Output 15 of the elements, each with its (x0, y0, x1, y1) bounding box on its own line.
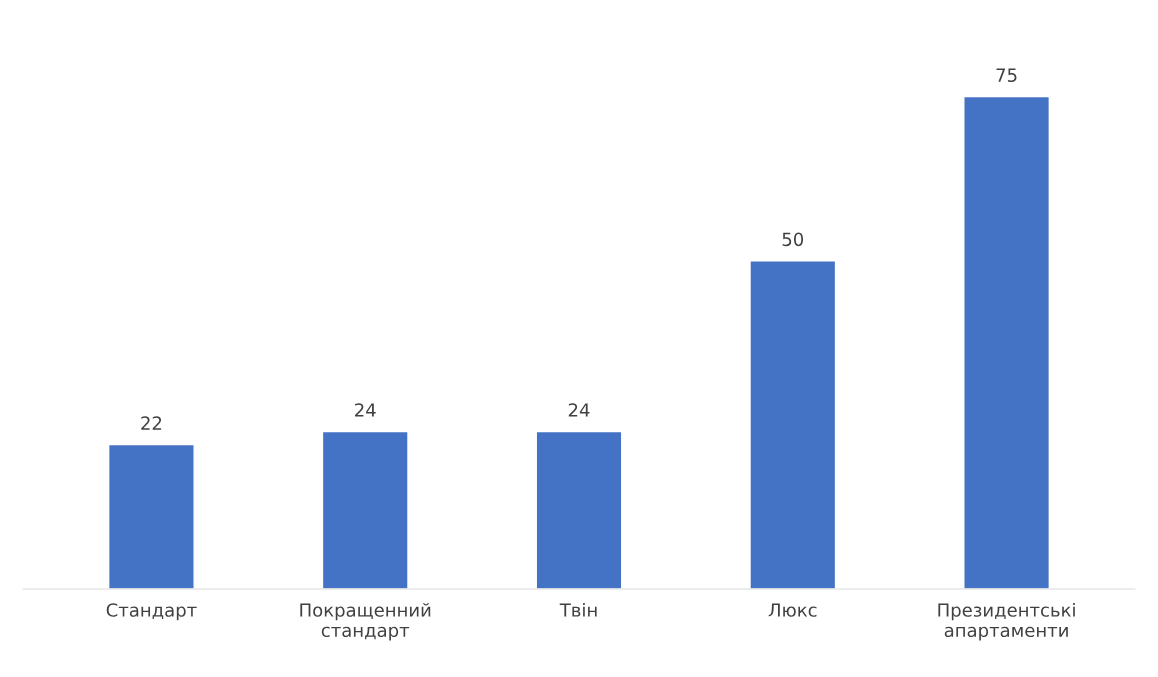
x-tick-label: Стандарт (106, 603, 197, 621)
data-label: 24 (355, 403, 376, 417)
data-label: 22 (141, 416, 162, 430)
x-tick-label: Президентські апартаменти (938, 602, 1075, 641)
bar (321, 430, 409, 589)
bar (107, 443, 195, 589)
data-label: 24 (568, 403, 590, 417)
x-tick-label: Покращенний стандарт (300, 602, 431, 641)
bar (963, 95, 1051, 589)
data-label: 50 (782, 232, 804, 247)
data-label: 75 (996, 68, 1017, 83)
bar (749, 260, 837, 589)
bar (535, 430, 623, 589)
x-tick-label: Люкс (768, 603, 817, 617)
x-tick-label: Твін (559, 602, 597, 617)
